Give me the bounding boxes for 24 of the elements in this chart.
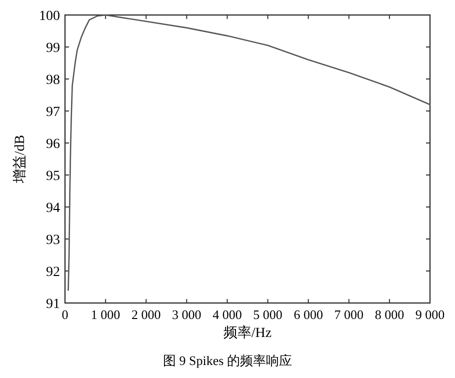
- x-tick-label: 5 000: [253, 307, 282, 322]
- y-tick-label: 97: [46, 105, 60, 120]
- y-axis-title: 增益/dB: [12, 134, 28, 184]
- x-tick-label: 6 000: [294, 307, 323, 322]
- line-series: [68, 14, 431, 291]
- x-tick-label: 0: [62, 307, 68, 322]
- y-tick-label: 98: [46, 73, 60, 88]
- x-tick-label: 9 000: [415, 307, 445, 322]
- caption: 图 9 Spikes 的频率响应: [163, 353, 292, 368]
- y-tick-label: 92: [46, 265, 60, 280]
- y-tick-label: 100: [39, 9, 60, 24]
- x-tick-label: 3 000: [172, 307, 202, 322]
- y-tick-label: 96: [46, 137, 60, 152]
- x-tick-label: 2 000: [131, 307, 161, 322]
- x-tick-label: 1 000: [90, 307, 120, 322]
- x-tick-label: 4 000: [212, 307, 242, 322]
- y-tick-label: 95: [46, 169, 60, 184]
- y-tick-label: 93: [46, 233, 60, 248]
- x-tick-label: 8 000: [374, 307, 404, 322]
- x-axis-title: 频率/Hz: [223, 325, 272, 341]
- y-tick-label: 94: [46, 201, 60, 216]
- y-tick-label: 91: [46, 297, 60, 312]
- y-tick-label: 99: [46, 41, 60, 56]
- x-tick-label: 7 000: [334, 307, 364, 322]
